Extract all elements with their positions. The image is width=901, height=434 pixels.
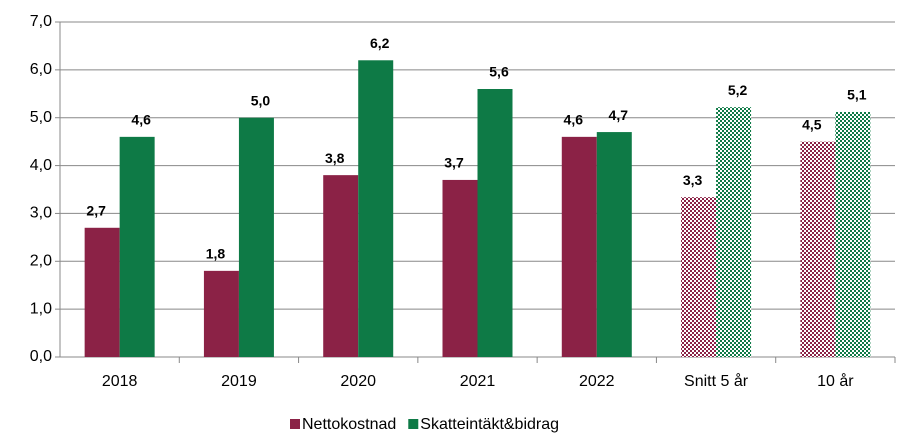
x-tick-label: 2020 [340,373,376,390]
legend-label: Skatteintäkt&bidrag [420,416,559,433]
value-label: 4,6 [131,112,151,128]
y-tick-label: 3,0 [30,205,52,222]
bar [203,270,239,357]
bar [238,117,274,357]
value-label: 5,1 [847,87,867,103]
y-tick-label: 5,0 [30,109,52,126]
value-label: 4,5 [802,116,822,132]
y-tick-label: 6,0 [30,61,52,78]
y-tick-label: 2,0 [30,253,52,270]
bar [119,136,155,357]
value-label: 2,7 [86,202,106,218]
x-tick-label: 2021 [460,373,496,390]
value-label: 1,8 [206,246,226,262]
y-tick-label: 0,0 [30,348,52,365]
y-tick-label: 7,0 [30,13,52,30]
x-tick-label: 2022 [579,373,615,390]
bar [800,141,836,357]
value-label: 5,6 [489,64,509,80]
bar [442,179,478,357]
value-label: 5,2 [728,82,748,98]
bar [323,175,359,357]
value-label: 3,7 [444,155,464,171]
x-tick-label: 2019 [221,373,257,390]
value-label: 4,6 [564,112,584,128]
x-tick-label: 10 år [817,372,854,390]
legend-swatch [290,419,300,429]
legend-label: Nettokostnad [302,416,396,433]
value-label: 5,0 [251,92,271,108]
value-label: 3,3 [683,172,703,188]
y-tick-label: 4,0 [30,157,52,174]
value-label: 6,2 [370,35,390,51]
bar [835,111,871,357]
value-label: 4,7 [609,107,629,123]
bar [596,132,632,357]
bar [716,107,752,357]
x-tick-label: 2018 [102,373,138,390]
bar [84,227,120,357]
bar [477,89,513,357]
bar [358,60,394,358]
y-tick-label: 1,0 [30,300,52,317]
value-label: 3,8 [325,150,345,166]
x-tick-label: Snitt 5 år [684,372,749,390]
legend-swatch [408,419,419,429]
bar [681,197,717,357]
bar [561,136,597,357]
